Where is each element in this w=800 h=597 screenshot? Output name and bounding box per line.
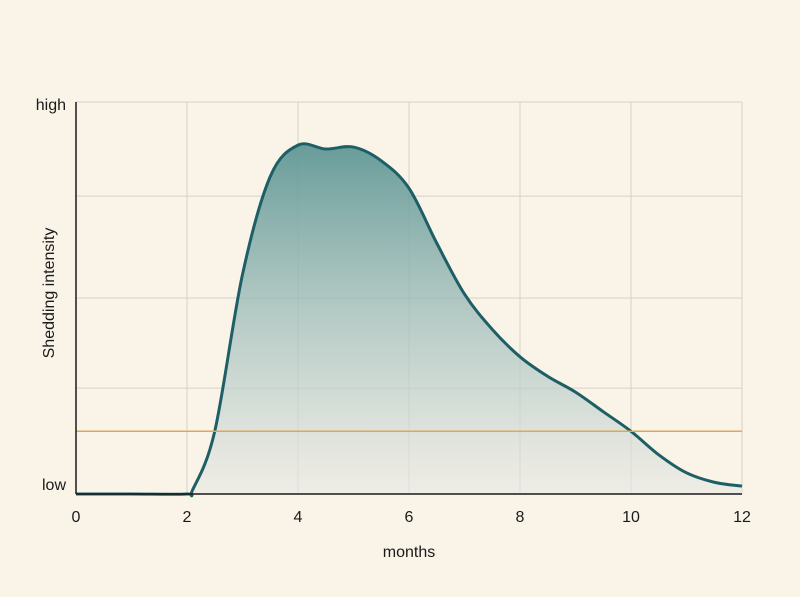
- y-tick-label: low: [42, 477, 66, 494]
- x-tick-label: 0: [72, 509, 81, 526]
- x-axis-label: months: [383, 544, 435, 561]
- area-fill: [76, 143, 742, 496]
- y-axis-label: Shedding intensity: [41, 228, 58, 359]
- x-tick-label: 12: [733, 509, 751, 526]
- x-tick-label: 2: [183, 509, 192, 526]
- x-tick-label: 10: [622, 509, 640, 526]
- x-tick-label: 8: [516, 509, 525, 526]
- x-tick-label: 4: [294, 509, 303, 526]
- x-tick-label: 6: [405, 509, 414, 526]
- y-tick-label: high: [36, 97, 66, 114]
